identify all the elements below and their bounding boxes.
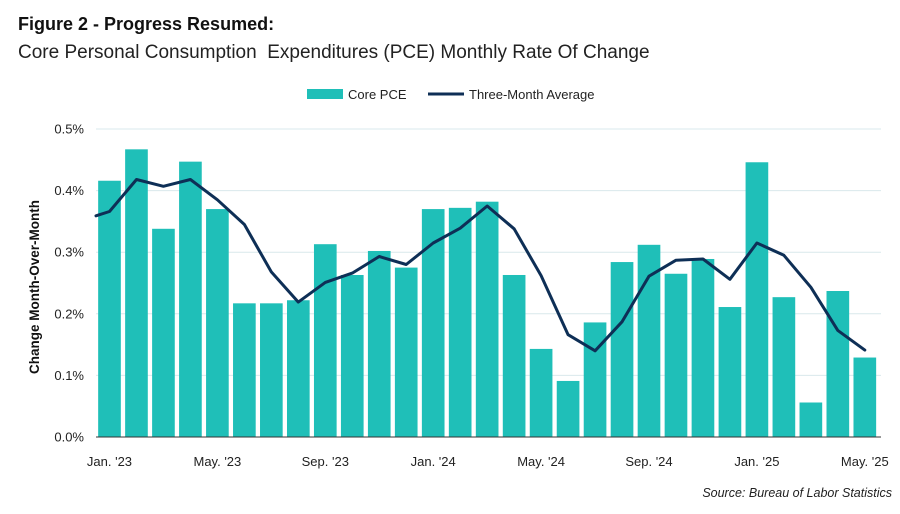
core-pce-bar [583,322,607,437]
x-tick-label: Sep. '23 [302,454,349,469]
three-month-average-line [94,178,867,353]
core-pce-bar [233,303,256,437]
legend: Core PCE Three-Month Average [307,87,595,102]
core-pce-bar [152,228,175,437]
core-pce-bar [421,209,445,437]
core-pce-bar [637,244,661,437]
x-tick-label: Jan. '24 [411,454,456,469]
x-tick-label: Sep. '24 [625,454,672,469]
y-tick-label: 0.4% [54,183,84,198]
legend-core-pce-swatch [307,89,343,99]
core-pce-bar [475,201,499,437]
core-pce-bar [718,307,742,437]
y-tick-label: 0.5% [54,122,84,137]
core-pce-bar [799,402,823,437]
core-pce-bar [179,161,202,437]
core-pce-bar [502,274,526,437]
legend-three-month-average-label: Three-Month Average [469,87,595,102]
source-note: Source: Bureau of Labor Statistics [702,486,892,500]
core-pce-bar [772,297,796,437]
core-pce-bar [394,267,418,437]
core-pce-bar [826,291,850,437]
core-pce-bar [853,357,877,437]
three-month-average-series [94,178,867,353]
core-pce-bar [98,180,121,437]
figure-title: Figure 2 - Progress Resumed: [18,14,275,34]
core-pce-bar [556,380,580,437]
y-axis: 0.0% 0.1% 0.2% 0.3% 0.4% 0.5% [54,122,84,445]
core-pce-bar [206,209,229,437]
core-pce-bar [313,244,337,437]
core-pce-bar [367,250,391,437]
core-pce-bar [286,300,310,437]
core-pce-bar [745,162,769,437]
y-tick-label: 0.1% [54,368,84,383]
core-pce-bar [529,348,553,437]
core-pce-bar [448,207,472,437]
x-tick-label: Jan. '23 [87,454,132,469]
x-tick-label: May. '24 [517,454,565,469]
core-pce-bar [664,273,688,437]
y-tick-label: 0.2% [54,306,84,321]
core-pce-bars [98,149,877,437]
core-pce-bar [691,258,715,437]
x-tick-label: May. '23 [194,454,242,469]
core-pce-bar [260,303,283,437]
core-pce-bar [340,274,364,437]
x-tick-label: Jan. '25 [734,454,779,469]
y-axis-label: Change Month-Over-Month [27,200,42,374]
core-pce-bar [125,149,148,437]
core-pce-bar [610,262,634,437]
x-tick-label: May. '25 [841,454,889,469]
y-tick-label: 0.3% [54,245,84,260]
legend-core-pce-label: Core PCE [348,87,407,102]
figure-subtitle: Core Personal Consumption Expenditures (… [18,42,650,63]
y-tick-label: 0.0% [54,430,84,445]
x-axis: Jan. '23 May. '23 Sep. '23 Jan. '24 May. '24… [87,436,889,469]
